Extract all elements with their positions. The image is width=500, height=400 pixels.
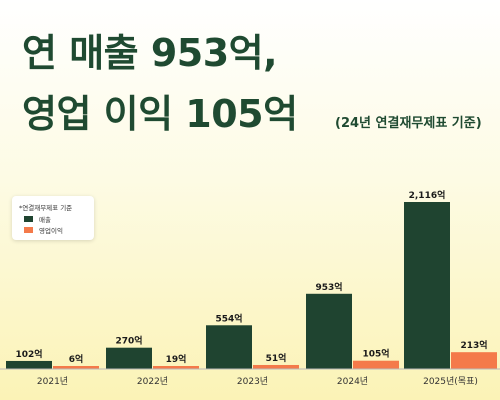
data-label-operating-profit: 19억 — [166, 353, 187, 365]
data-label-revenue: 953억 — [315, 281, 342, 293]
bar-operating-profit — [253, 364, 299, 369]
legend-note: *연결재무제표 기준 — [19, 204, 73, 212]
data-label-operating-profit: 6억 — [69, 353, 84, 365]
x-tick-label: 2025년(목표) — [423, 376, 478, 387]
legend-swatch-operating-profit — [24, 227, 33, 233]
legend-swatch-revenue — [24, 216, 33, 222]
data-label-revenue: 2,116억 — [409, 189, 446, 201]
x-tick-label: 2022년 — [137, 376, 168, 387]
bar-revenue — [404, 202, 450, 369]
bar-revenue — [6, 360, 52, 369]
bar-revenue — [306, 293, 352, 369]
x-tick-label: 2023년 — [237, 376, 268, 387]
headline-operating-profit: 영업 이익 105억 — [22, 92, 298, 136]
data-label-operating-profit: 213억 — [460, 339, 487, 351]
bar-operating-profit — [53, 366, 99, 369]
legend-item-operating-profit: 영업이익 — [24, 225, 63, 235]
data-label-operating-profit: 105억 — [362, 348, 389, 360]
data-label-operating-profit: 51억 — [266, 352, 287, 364]
bar-operating-profit — [451, 352, 497, 369]
legend-label-operating-profit: 영업이익 — [39, 227, 63, 235]
data-label-revenue: 554억 — [215, 312, 242, 324]
x-tick-label: 2024년 — [337, 376, 368, 387]
chart-legend: *연결재무제표 기준 매출 영업이익 — [12, 196, 94, 240]
bar-revenue — [206, 325, 252, 369]
data-label-revenue: 102억 — [15, 348, 42, 360]
bar-operating-profit — [153, 366, 199, 369]
bar-operating-profit — [353, 360, 399, 369]
bar-revenue — [106, 347, 152, 369]
data-label-revenue: 270억 — [115, 335, 142, 347]
legend-item-revenue: 매출 — [24, 214, 51, 224]
headline-revenue: 연 매출 953억, — [22, 31, 278, 75]
basis-note: (24년 연결재무제표 기준) — [335, 116, 482, 131]
x-tick-label: 2021년 — [37, 376, 68, 387]
legend-label-revenue: 매출 — [39, 216, 51, 224]
